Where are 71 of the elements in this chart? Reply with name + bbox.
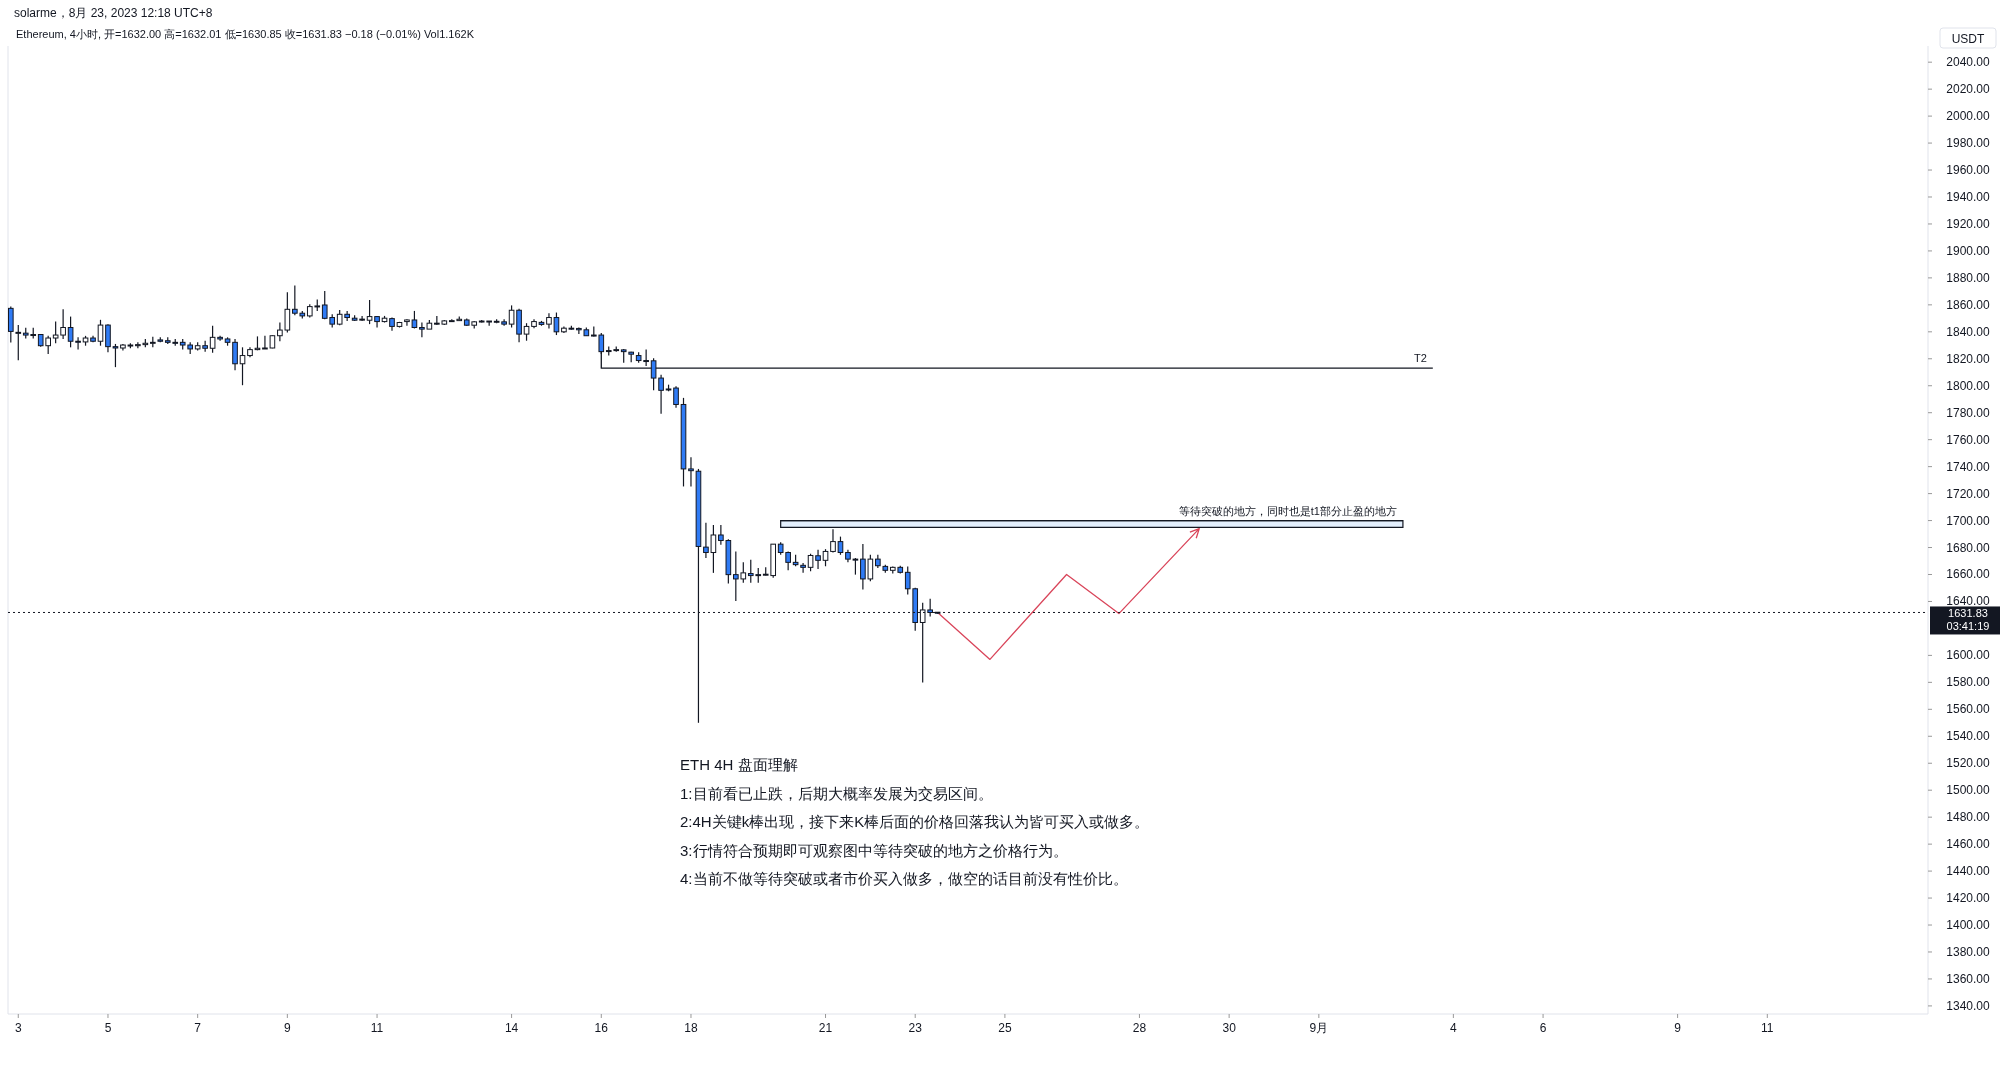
series-label: T2 (1413, 352, 1427, 365)
x-tick-label: 3 (14, 1021, 22, 1035)
y-tick-label: 1940.00 (1946, 190, 1991, 204)
y-tick-label: 1960.00 (1946, 163, 1991, 178)
y-tick-label: 1600.00 (1946, 648, 1991, 663)
x-tick-label: 4 (1450, 1021, 1458, 1035)
y-tick-label: 1360.00 (1946, 971, 1991, 986)
x-tick-label: 9 (1674, 1021, 1682, 1035)
candlestick (800, 562, 806, 574)
y-tick-label: 1920.00 (1946, 216, 1991, 231)
annotation: ETH 4H 盘面理解 (680, 756, 798, 773)
x-tick-label: 25 (998, 1021, 1012, 1035)
y-tick-label: 1380.00 (1946, 944, 1991, 959)
chart-title: Ethereum, 4小时, 开=1632.00 高=1632.01 低=1630.85 收=1631.83 −0.18 (−0.01%) Vol1.162K (16, 28, 475, 40)
y-tick-label: 1580.00 (1946, 675, 1991, 690)
ref-line-label: 1631.83 03:41:19 (1946, 607, 1990, 633)
x-tick-label: 11 (1761, 1021, 1774, 1035)
y-tick-label: 1820.00 (1946, 351, 1991, 366)
x-tick-label: 18 (684, 1021, 698, 1035)
y-tick-label: 1520.00 (1946, 756, 1991, 771)
y-tick-label: 1980.00 (1946, 136, 1991, 151)
y-tick-label: 1440.00 (1946, 864, 1991, 879)
y-tick-label: 1700.00 (1946, 513, 1991, 528)
y-tick-label: 1880.00 (1946, 270, 1991, 285)
y-tick-label: 1420.00 (1946, 891, 1991, 906)
y-tick-label: 1780.00 (1946, 405, 1991, 420)
y-tick-label: 2000.00 (1946, 109, 1991, 124)
annotation: 4:当前不做等待突破或者市价买入做多，做空的话目前没有性价比。 (680, 870, 1128, 887)
candlestick (688, 456, 694, 488)
text: solarme，8月 23, 2023 12:18 UTC+8 (14, 6, 213, 20)
y-tick-label: 1640.00 (1946, 594, 1991, 609)
x-tick-label: 28 (1132, 1021, 1147, 1035)
y-tick-label: 1400.00 (1946, 918, 1991, 933)
y-tick-label: 1720.00 (1946, 486, 1991, 501)
x-tick-label: 9 (284, 1021, 292, 1035)
x-tick-label: 7 (194, 1021, 202, 1035)
annotation: 3:行情符合预期即可观察图中等待突破的地方之价格行为。 (680, 841, 1068, 859)
x-tick-label: 11 (370, 1021, 384, 1035)
candlestick (97, 319, 104, 347)
x-tick-label: 14 (504, 1021, 519, 1035)
x-tick-label: 9月 (1309, 1021, 1329, 1035)
ref-line: 1631.83 03:41:19 (7, 606, 2000, 635)
candlestick (15, 324, 22, 361)
annotation: 2:4H关键k棒出现，接下来K棒后面的价格回落我认为皆可买入或做多。 (680, 813, 1150, 830)
y-tick-label: 1340.00 (1946, 998, 1991, 1013)
y-tick-label: 1900.00 (1946, 243, 1991, 258)
y-tick-label: 1460.00 (1946, 837, 1991, 852)
x-tick-label: 6 (1539, 1021, 1547, 1035)
y-tick-label: 1760.00 (1946, 432, 1991, 447)
y-tick-label: 1500.00 (1946, 783, 1991, 798)
y-axis-title: USDT (1951, 32, 1985, 46)
y-tick-label: 1560.00 (1946, 702, 1991, 717)
x-tick-label: 16 (594, 1021, 609, 1035)
x-tick-label: 23 (908, 1021, 923, 1035)
y-tick-label: 2040.00 (1946, 55, 1991, 70)
candlestick (7, 306, 14, 344)
y-tick-label: 1660.00 (1946, 567, 1991, 582)
x-tick-label: 30 (1222, 1021, 1237, 1035)
annotation: 1:目前看已止跌，后期大概率发展为交易区间。 (680, 784, 993, 802)
y-tick-label: 1740.00 (1946, 459, 1991, 474)
series-label: 等待突破的地方，同时也是t1部分止盈的地方 (1178, 504, 1397, 517)
y-tick-label: 2020.00 (1946, 82, 1991, 97)
y-tick-label: 1860.00 (1946, 297, 1991, 312)
y-tick-label: 1680.00 (1946, 540, 1991, 555)
y-tick-label: 1540.00 (1946, 729, 1991, 744)
x-tick-label: 21 (818, 1021, 833, 1035)
y-tick-label: 1800.00 (1946, 378, 1991, 393)
candlestick (837, 536, 844, 556)
y-tick-label: 1840.00 (1946, 324, 1991, 339)
y-tick-label: 1480.00 (1946, 810, 1991, 825)
x-tick-label: 5 (104, 1021, 112, 1035)
